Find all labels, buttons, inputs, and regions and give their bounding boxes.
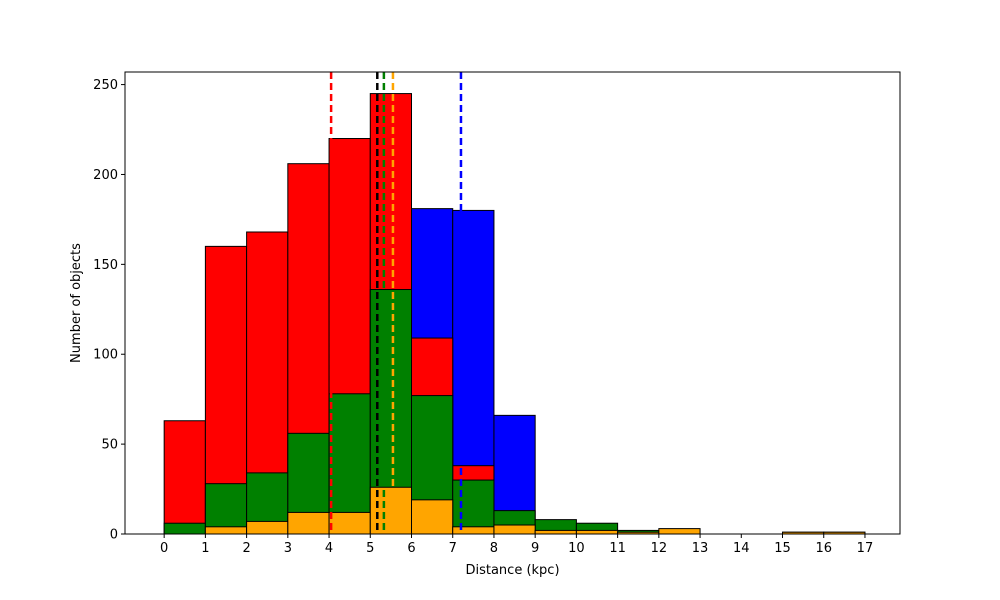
- x-tick-label: 11: [609, 541, 626, 556]
- x-tick-label: 5: [366, 541, 374, 556]
- x-tick-label: 1: [201, 541, 209, 556]
- bar: [493, 524, 536, 535]
- bar: [328, 393, 371, 535]
- bar: [575, 529, 619, 535]
- x-tick-label: 13: [692, 541, 709, 556]
- x-tick-label: 10: [568, 541, 585, 556]
- y-axis-label: Number of objects: [69, 243, 84, 363]
- bar: [452, 526, 495, 535]
- vlines-layer: [329, 72, 463, 534]
- x-tick-label: 8: [490, 541, 498, 556]
- x-axis-label: Distance (kpc): [465, 563, 559, 578]
- x-tick-label: 3: [284, 541, 292, 556]
- x-tick-label: 2: [242, 541, 250, 556]
- x-tick-label: 0: [160, 541, 168, 556]
- x-tick-label: 14: [733, 541, 750, 556]
- y-axis: 0 50 100 150 200 250: [93, 78, 125, 543]
- bar: [246, 520, 289, 535]
- bar: [328, 511, 371, 535]
- x-tick-label: 7: [449, 541, 457, 556]
- x-tick-label: 12: [651, 541, 668, 556]
- y-tick-label: 50: [101, 438, 118, 453]
- x-tick-label: 6: [407, 541, 415, 556]
- axes-frame: [124, 71, 901, 535]
- y-tick-label: 200: [93, 168, 118, 183]
- bars-layer: [163, 93, 866, 535]
- bar: [534, 529, 577, 535]
- x-tick-label: 15: [774, 541, 791, 556]
- x-tick-label: 17: [857, 541, 874, 556]
- x-tick-label: 4: [325, 541, 333, 556]
- x-tick-label: 16: [815, 541, 832, 556]
- y-tick-label: 0: [110, 528, 118, 543]
- y-tick-label: 150: [93, 258, 118, 273]
- bar: [452, 479, 495, 535]
- x-axis: 0 1 2 3 4 5 6 7 8 9 10 11 12 13 14 15 16 17: [160, 534, 873, 556]
- y-tick-label: 100: [93, 348, 118, 363]
- bar: [163, 522, 206, 535]
- x-tick-label: 9: [531, 541, 539, 556]
- bar: [658, 528, 701, 535]
- bar: [204, 526, 248, 535]
- bar: [287, 511, 330, 535]
- bar: [163, 420, 206, 535]
- y-tick-label: 250: [93, 78, 118, 93]
- bar: [411, 499, 454, 535]
